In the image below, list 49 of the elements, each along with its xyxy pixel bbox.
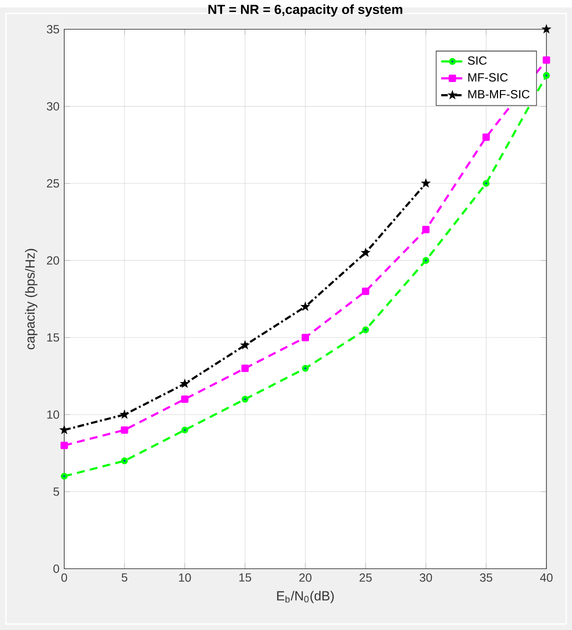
x-tick-label: 5 xyxy=(122,573,128,582)
x-tick-label: 0 xyxy=(61,573,68,582)
y-tick-label: 15 xyxy=(47,333,60,342)
y-tick-label: 25 xyxy=(46,179,60,188)
point xyxy=(362,288,370,295)
point xyxy=(482,133,490,141)
point xyxy=(119,409,130,419)
point xyxy=(240,340,250,350)
point xyxy=(59,424,70,434)
point xyxy=(542,72,550,79)
point xyxy=(181,395,188,403)
x-tick-label: 35 xyxy=(480,573,492,582)
y-tick-label: 35 xyxy=(46,25,60,34)
x-axis-title: E$_{b}$/N$_{0}$(dB) xyxy=(277,590,334,604)
x-tick-label: 15 xyxy=(239,573,252,582)
point xyxy=(422,257,430,264)
point xyxy=(242,396,248,403)
y-tick-label: 30 xyxy=(46,102,60,111)
x-tick-label: 20 xyxy=(299,573,312,582)
point xyxy=(541,24,552,34)
point xyxy=(180,378,190,388)
legend-label: MB-MF-SIC xyxy=(468,90,530,98)
legend-label: MF-SIC xyxy=(468,73,508,82)
y-tick-label: 10 xyxy=(47,410,60,419)
point xyxy=(181,426,188,434)
point xyxy=(300,301,310,311)
x-tick-label: 40 xyxy=(540,573,553,582)
point xyxy=(302,334,309,342)
point xyxy=(542,56,550,64)
y-axis-title: capacity (bps/Hz) xyxy=(25,248,38,350)
point xyxy=(302,364,309,372)
point xyxy=(121,457,128,464)
point xyxy=(422,226,430,234)
point xyxy=(362,326,369,334)
point xyxy=(420,178,431,188)
chart-title: NT = NR = 6,capacity of system xyxy=(208,4,402,17)
point xyxy=(60,472,68,480)
point xyxy=(360,247,371,257)
x-tick-label: 30 xyxy=(420,573,432,582)
y-tick-label: 5 xyxy=(53,488,60,496)
y-tick-label: 20 xyxy=(46,256,60,265)
legend-label: SIC xyxy=(468,56,487,65)
point xyxy=(482,180,490,187)
x-tick-label: 10 xyxy=(179,573,191,582)
point xyxy=(120,426,128,434)
point xyxy=(60,442,68,450)
y-tick-label: 0 xyxy=(53,564,60,573)
x-tick-label: 25 xyxy=(360,573,372,582)
point xyxy=(241,364,249,372)
